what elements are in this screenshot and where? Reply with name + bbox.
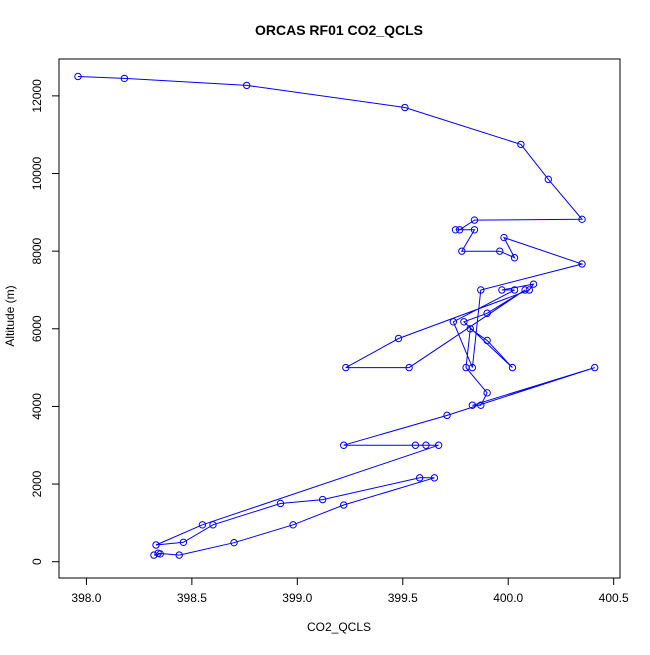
data-point [544,175,552,184]
x-axis: 398.0 398.5 399.0 399.5 400.0 400.5 [71,578,629,605]
data-point [510,286,519,294]
series-layer [74,72,599,559]
x-tick-label: 399.0 [282,591,312,605]
data-point [456,226,464,234]
series-line [77,76,595,556]
data-point [468,363,477,372]
data-point [340,501,348,509]
data-point [517,140,525,149]
y-tick-label: 8000 [30,237,44,264]
y-tick-label: 10000 [30,157,44,191]
y-axis-label: Altitude (m) [3,285,17,346]
data-point [179,538,188,546]
data-point [443,411,451,420]
data-point [578,260,586,268]
data-point [483,389,491,397]
data-point [198,521,207,529]
data-point [470,226,479,234]
x-tick-label: 400.5 [599,591,629,605]
data-point [415,474,424,482]
data-point [466,325,474,333]
x-tick-label: 400.0 [493,591,523,605]
x-tick-label: 398.5 [177,591,207,605]
data-point [394,334,403,343]
data-point [498,286,506,294]
y-tick-label: 6000 [30,315,44,342]
x-tick-label: 398.0 [71,591,101,605]
data-point [430,474,439,482]
data-point [318,495,327,504]
data-point [483,336,491,345]
data-point [422,441,430,449]
data-point [477,286,485,294]
data-point [434,441,443,449]
x-axis-label: CO2_QCLS [307,620,371,634]
data-point [470,216,479,224]
data-point [276,499,285,508]
data-point [496,247,504,255]
y-tick-label: 0 [30,558,44,565]
data-point [340,441,348,449]
data-point [529,280,538,288]
data-point [477,401,485,409]
data-point [401,103,409,112]
data-point [209,521,217,529]
data-point [508,363,517,372]
data-point [175,551,183,559]
data-point [521,286,529,294]
plot-frame [58,58,621,579]
data-point [525,286,534,294]
data-point [120,74,129,83]
data-point [449,318,458,326]
data-point [342,363,350,372]
y-tick-label: 12000 [30,79,44,113]
data-point [154,549,162,557]
data-point [500,233,508,242]
data-point [152,541,160,549]
data-point [578,215,586,224]
data-point [590,363,599,372]
data-point [230,538,238,547]
x-tick-label: 399.5 [388,591,418,605]
data-point [74,72,82,81]
y-tick-label: 2000 [30,470,44,497]
data-point [483,309,491,317]
data-point [468,401,477,409]
data-point [458,247,466,255]
chart-title: ORCAS RF01 CO2_QCLS [255,22,423,38]
data-point [405,363,413,372]
y-axis: 0 2000 4000 6000 8000 10000 12000 [30,79,59,565]
y-tick-label: 4000 [30,393,44,420]
data-point [289,521,297,529]
data-point [460,318,468,326]
data-point [411,441,420,449]
data-point [243,81,251,90]
data-point [451,226,460,234]
data-point [510,254,519,262]
